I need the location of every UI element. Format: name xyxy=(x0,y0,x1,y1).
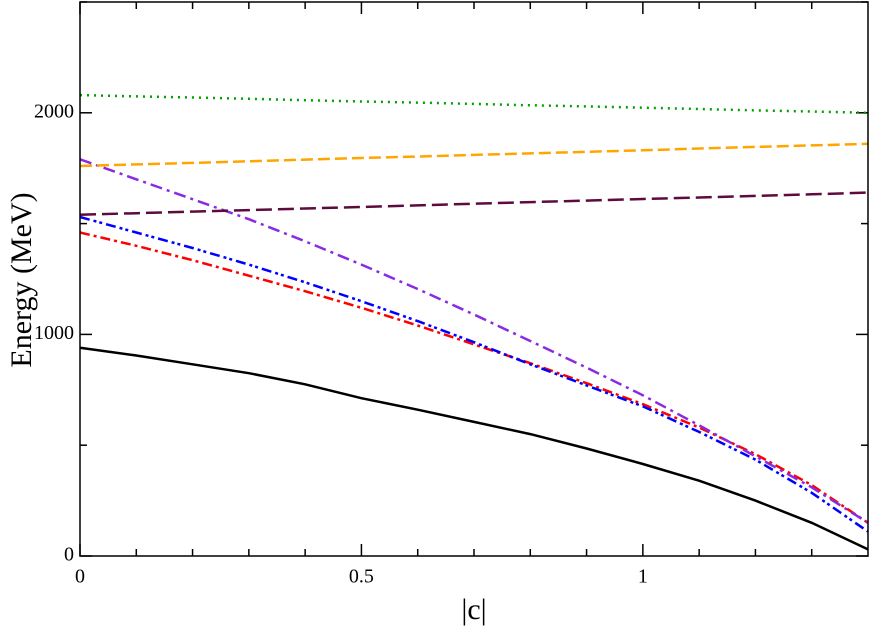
series-line xyxy=(79,142,869,168)
y-tick-label: 0 xyxy=(64,544,74,566)
x-axis-label: |c| xyxy=(461,593,486,626)
series-line xyxy=(79,191,869,216)
series-line xyxy=(79,215,869,533)
plot-frame xyxy=(79,1,869,557)
y-tick-label: 1000 xyxy=(34,322,74,344)
series-line xyxy=(79,231,869,524)
x-tick-label: 1 xyxy=(638,566,648,588)
y-tick-label: 2000 xyxy=(34,100,74,122)
y-axis-label: Energy (MeV) xyxy=(5,192,38,367)
series-line xyxy=(79,93,869,115)
series-line xyxy=(79,346,869,551)
series-line xyxy=(79,158,869,524)
x-tick-label: 0 xyxy=(75,566,85,588)
x-tick-label: 0.5 xyxy=(349,566,374,588)
